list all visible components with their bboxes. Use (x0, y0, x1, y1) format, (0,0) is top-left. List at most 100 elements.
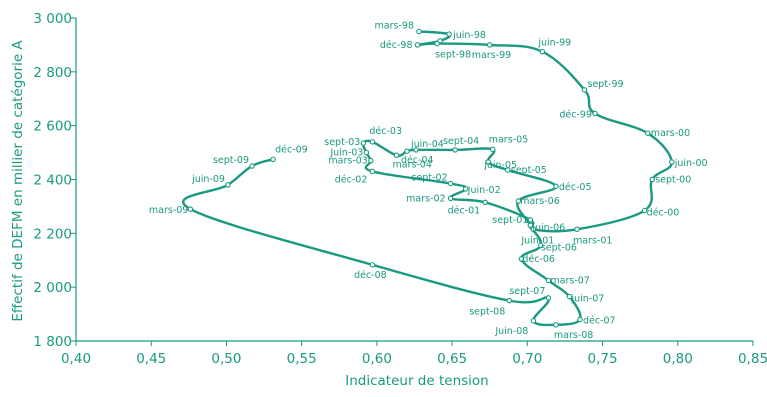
data-point-label: juin-06 (531, 222, 565, 233)
data-point-marker (575, 227, 579, 231)
x-tick-label: 0,85 (738, 351, 767, 367)
x-tick-label: 0,50 (211, 351, 241, 367)
data-point-label: sept-00 (655, 175, 691, 186)
data-point-marker (578, 317, 582, 321)
data-point-marker (188, 207, 192, 211)
data-point-marker (531, 319, 535, 323)
data-point-marker (448, 196, 452, 200)
data-point-marker (370, 169, 374, 173)
data-point-marker (448, 181, 452, 185)
data-point-label: mars-01 (573, 235, 612, 246)
data-point-label: déc-98 (380, 40, 413, 51)
data-point-label: sept-99 (588, 79, 624, 90)
data-point-label: mars-00 (651, 128, 690, 139)
data-point-label: déc-03 (369, 126, 402, 137)
axes: 0,40 0,45 0,50 0,55 0,60 0,65 0,70 0,75 0,80 0,85… (33, 11, 767, 367)
data-point-marker (593, 111, 597, 115)
data-point-marker (370, 140, 374, 144)
x-tick-label: 0,40 (61, 351, 91, 367)
data-point-label: juin-04 (410, 139, 444, 150)
data-point-marker (546, 296, 550, 300)
data-point-label: sept-06 (541, 242, 577, 253)
data-point-label: juin-09 (191, 174, 225, 185)
data-point-marker (645, 131, 649, 135)
data-point-marker (417, 29, 421, 33)
data-point-label: sept-07 (509, 286, 545, 297)
data-point-label: sept-08 (469, 307, 505, 318)
data-point-marker (554, 184, 558, 188)
x-tick-label: 0,70 (512, 351, 542, 367)
data-point-label: déc-01 (448, 205, 481, 216)
data-point-marker (488, 43, 492, 47)
data-point-label: déc-09 (275, 144, 308, 155)
data-point-label: déc-99 (559, 110, 592, 121)
data-point-marker (415, 43, 419, 47)
y-tick-label: 2 600 (33, 119, 72, 135)
data-point-label: déc-07 (583, 315, 616, 326)
data-point-marker (507, 298, 511, 302)
y-tick-label: 1 800 (33, 334, 72, 350)
data-point-marker (271, 157, 275, 161)
data-point-marker (405, 149, 409, 153)
data-point-label: mars-05 (489, 134, 528, 145)
data-point-label: sept-03 (324, 137, 360, 148)
data-point-label: sept-09 (213, 155, 249, 166)
data-point-label: mars-02 (406, 193, 445, 204)
data-point-marker (370, 263, 374, 267)
data-point-label: déc-06 (522, 254, 555, 265)
data-point-label: Juin-08 (494, 326, 528, 337)
data-point-label: sept-01 (492, 215, 528, 226)
data-point-label: déc-02 (335, 174, 368, 185)
data-point-label: sept-98 (435, 50, 471, 61)
data-point-marker (364, 150, 368, 154)
data-point-label: mars-98 (375, 20, 414, 31)
y-tick-label: 2 200 (33, 226, 72, 242)
data-point-label: juin-99 (537, 38, 571, 49)
data-point-label: sept-05 (511, 165, 547, 176)
data-point-label: mars-08 (554, 330, 593, 341)
data-point-label: mars-99 (472, 50, 511, 61)
y-tick-label: 3 000 (33, 11, 72, 27)
data-point-label: juin-00 (674, 158, 708, 169)
data-point-marker (447, 32, 451, 36)
data-point-marker (491, 147, 495, 151)
data-point-marker (670, 160, 674, 164)
data-point-label: sept-04 (443, 136, 479, 147)
data-point-marker (361, 141, 365, 145)
data-point-label: mars-07 (550, 275, 589, 286)
x-tick-label: 0,55 (287, 351, 317, 367)
x-tick-label: 0,65 (437, 351, 467, 367)
x-axis-title: Indicateur de tension (345, 373, 488, 389)
data-point-marker (369, 158, 373, 162)
data-point-label: sept-02 (412, 173, 448, 184)
data-point-label: déc-00 (647, 207, 680, 218)
data-point-marker (582, 88, 586, 92)
data-point-marker (554, 323, 558, 327)
x-tick-label: 0,75 (588, 351, 618, 367)
data-point-label: déc-05 (559, 182, 592, 193)
data-point-marker (250, 164, 254, 168)
y-tick-label: 2 800 (33, 65, 72, 81)
data-point-label: juin-07 (570, 294, 604, 305)
data-point-label: déc-04 (401, 155, 434, 166)
data-point-marker (435, 41, 439, 45)
data-point-marker (226, 183, 230, 187)
y-axis-title: Effectif de DEFM en millier de catégorie… (10, 40, 26, 322)
data-point-label: juin-98 (452, 30, 486, 41)
y-tick-label: 2 400 (33, 173, 72, 189)
x-tick-label: 0,80 (663, 351, 693, 367)
data-point-marker (483, 200, 487, 204)
data-point-label: déc-08 (354, 270, 387, 281)
data-point-marker (540, 49, 544, 53)
y-tick-label: 2 000 (33, 280, 72, 296)
x-tick-label: 0,60 (362, 351, 392, 367)
data-point-marker (453, 148, 457, 152)
data-point-label: mars-09 (149, 205, 188, 216)
data-point-label: Juin-03 (329, 148, 363, 159)
x-tick-label: 0,45 (136, 351, 166, 367)
data-point-label: mars-06 (520, 196, 559, 207)
data-point-label: Juin-02 (467, 185, 501, 196)
data-point-marker (394, 153, 398, 157)
data-point-marker (650, 177, 654, 181)
